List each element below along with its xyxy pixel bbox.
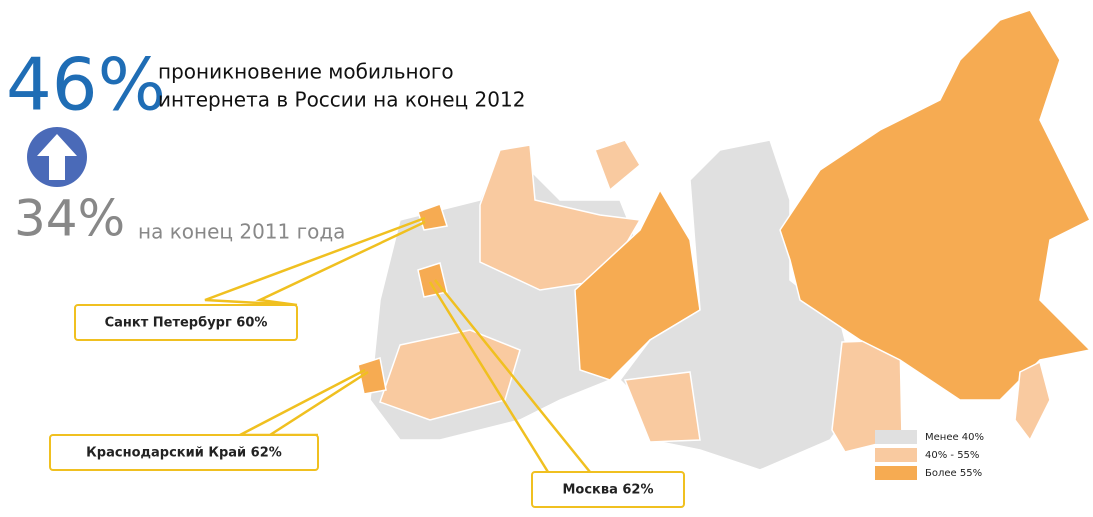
callout: Краснодарский Край 62% <box>86 446 282 461</box>
region <box>417 262 448 298</box>
region <box>417 203 448 231</box>
legend-swatch <box>875 466 917 480</box>
region <box>779 9 1092 401</box>
legend-label: Менее 40% <box>925 432 984 443</box>
callout: Москва 62% <box>562 483 653 498</box>
legend-swatch <box>875 448 917 462</box>
region <box>379 329 521 421</box>
map <box>357 9 1092 471</box>
headline-value: 46% <box>6 43 166 127</box>
leader-line <box>239 368 369 437</box>
callout-box <box>49 434 319 471</box>
callout-box <box>531 471 685 508</box>
region <box>594 139 641 192</box>
headline-text: проникновение мобильного <box>158 60 454 84</box>
leader-line <box>428 279 591 473</box>
callout-box <box>74 304 298 341</box>
legend: Менее 40% 40% - 55% Более 55% <box>875 430 984 480</box>
legend-swatch <box>875 430 917 444</box>
headline-text: интернета в России на конец 2012 <box>158 88 525 112</box>
leader-line <box>204 216 426 307</box>
region <box>623 371 701 443</box>
legend-label: 40% - 55% <box>925 450 979 461</box>
legend-label: Более 55% <box>925 468 982 479</box>
region <box>1014 360 1051 442</box>
callout: Санкт Петербург 60% <box>105 316 268 331</box>
up-arrow-icon <box>27 127 87 187</box>
region <box>479 144 642 291</box>
previous-text: на конец 2011 года <box>138 220 345 244</box>
previous-value: 34% <box>14 190 125 248</box>
region <box>357 357 387 395</box>
